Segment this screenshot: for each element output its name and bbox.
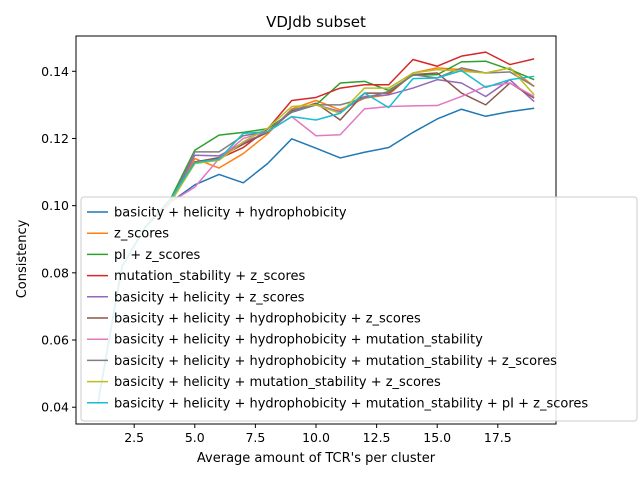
legend-label-3: mutation_stability + z_scores <box>114 269 305 284</box>
x-tick-label: 2.5 <box>124 430 144 445</box>
legend-label-7: basicity + helicity + hydrophobicity + m… <box>114 354 557 369</box>
legend-label-4: basicity + helicity + z_scores <box>114 290 305 305</box>
legend: basicity + helicity + hydrophobicity z_sc… <box>80 196 638 422</box>
y-tick-label: 0.08 <box>41 265 69 280</box>
x-axis-label: Average amount of TCR's per cluster <box>197 451 436 466</box>
x-tick-label: 5.0 <box>185 430 205 445</box>
x-axis: 2.5 5.0 7.5 10.0 12.5 15.0 17.5 <box>124 424 512 445</box>
x-tick-label: 17.5 <box>484 430 512 445</box>
y-tick-label: 0.12 <box>41 131 69 146</box>
y-tick-label: 0.10 <box>41 198 69 213</box>
legend-label-6: basicity + helicity + hydrophobicity + m… <box>114 333 483 348</box>
legend-label-5: basicity + helicity + hydrophobicity + z… <box>114 312 421 327</box>
y-tick-label: 0.04 <box>41 400 69 415</box>
y-tick-label: 0.06 <box>41 333 69 348</box>
chart-title: VDJdb subset <box>266 13 366 31</box>
legend-label-2: pI + z_scores <box>114 248 200 263</box>
y-axis-label: Consistency <box>15 219 30 298</box>
x-tick-label: 15.0 <box>423 430 451 445</box>
x-tick-label: 12.5 <box>363 430 391 445</box>
legend-label-8: basicity + helicity + mutation_stability… <box>114 375 441 390</box>
legend-label-1: z_scores <box>114 227 169 242</box>
x-tick-label: 7.5 <box>245 430 265 445</box>
legend-label-0: basicity + helicity + hydrophobicity <box>114 206 347 221</box>
y-tick-label: 0.14 <box>41 64 69 79</box>
legend-label-9: basicity + helicity + hydrophobicity + m… <box>114 396 588 411</box>
x-tick-label: 10.0 <box>302 430 330 445</box>
legend-box <box>80 196 638 422</box>
y-axis: 0.04 0.06 0.08 0.10 0.12 0.14 <box>41 64 76 415</box>
